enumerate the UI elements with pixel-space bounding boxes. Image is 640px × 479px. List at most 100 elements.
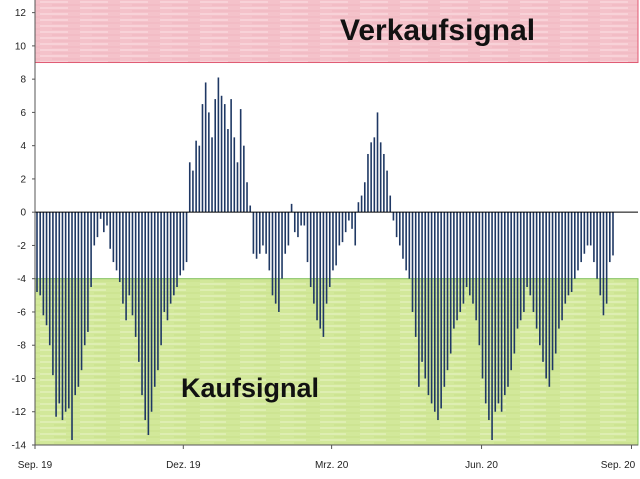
bar (77, 212, 80, 387)
bar (558, 212, 560, 329)
bar (469, 212, 471, 296)
bar (166, 212, 169, 321)
bar (373, 137, 376, 213)
bar (367, 153, 369, 213)
bar (529, 212, 532, 296)
bar (408, 212, 411, 279)
bar (220, 95, 223, 213)
bar (535, 212, 538, 329)
sell-signal-label: Verkaufsignal (340, 14, 535, 47)
bar (405, 212, 407, 271)
bar (313, 212, 315, 304)
bar (198, 145, 201, 213)
bar (421, 212, 423, 362)
bar (526, 212, 528, 288)
bar (160, 212, 162, 346)
bar (182, 212, 185, 271)
y-tick-label: 10 (15, 41, 27, 52)
bar (545, 212, 547, 379)
bar (208, 112, 210, 213)
bar (316, 212, 318, 321)
bar (392, 212, 395, 221)
bar (357, 202, 360, 213)
bar (112, 212, 115, 263)
bar (478, 212, 481, 346)
bar (52, 212, 54, 376)
bar (462, 212, 465, 304)
y-tick-label: 2 (20, 174, 26, 185)
bar (39, 212, 41, 296)
bar (593, 212, 595, 263)
bar (297, 212, 299, 238)
bar (354, 212, 357, 246)
bar (586, 212, 589, 246)
bar (217, 77, 220, 213)
buy-signal-label: Kaufsignal (181, 373, 319, 403)
x-tick-label: Jun. 20 (465, 460, 498, 471)
bar (278, 212, 280, 312)
bar (395, 212, 398, 238)
bar (453, 212, 455, 329)
y-tick-label: -10 (12, 374, 27, 385)
bar (599, 212, 602, 296)
bar (516, 212, 519, 329)
bar (284, 212, 287, 254)
bar (411, 212, 414, 312)
bar (306, 212, 309, 263)
bar (383, 153, 385, 213)
y-tick-label: -14 (12, 441, 27, 452)
sell-signal-zone (34, 0, 639, 64)
y-tick-label: -2 (17, 241, 26, 252)
bar (255, 212, 258, 259)
bar (293, 212, 296, 233)
bar (138, 212, 140, 362)
bar (309, 212, 312, 288)
bar (173, 212, 175, 296)
bar (163, 212, 166, 312)
bar (379, 142, 382, 213)
x-tick-label: Sep. 19 (18, 460, 53, 471)
bar-series (36, 77, 614, 441)
bar (153, 212, 156, 387)
bar (268, 212, 271, 271)
bar (83, 212, 86, 346)
bar (87, 212, 89, 332)
bar (456, 212, 458, 321)
bar (185, 212, 188, 263)
bar (144, 212, 146, 421)
bar (48, 212, 51, 346)
bar (122, 212, 124, 304)
bar (179, 212, 181, 276)
bar (227, 129, 229, 213)
x-axis-ticks: Sep. 19 Dez. 19 Mrz. 20 Jun. 20 Sep. 20 (18, 445, 636, 471)
bar (548, 212, 551, 387)
bar (338, 212, 341, 246)
bar (325, 212, 328, 304)
bar (398, 212, 401, 246)
bar (233, 137, 236, 213)
bar (335, 212, 337, 266)
y-tick-label: 8 (20, 75, 26, 86)
bar (201, 104, 204, 213)
bar (561, 212, 563, 321)
bar (430, 212, 433, 404)
bar (134, 212, 137, 337)
bar (211, 137, 213, 213)
bar (605, 212, 608, 304)
bar (319, 212, 322, 329)
bar (243, 145, 245, 213)
bar (157, 212, 159, 371)
bar (55, 212, 57, 417)
x-tick-label: Sep. 20 (601, 460, 636, 471)
bar (554, 212, 557, 354)
bar (36, 212, 38, 293)
bar (281, 212, 283, 279)
bar (542, 212, 544, 362)
bar (532, 212, 535, 312)
bar (574, 212, 576, 279)
bar (602, 212, 605, 316)
bar (551, 212, 554, 371)
y-tick-label: 0 (20, 208, 26, 219)
bar (577, 212, 579, 271)
